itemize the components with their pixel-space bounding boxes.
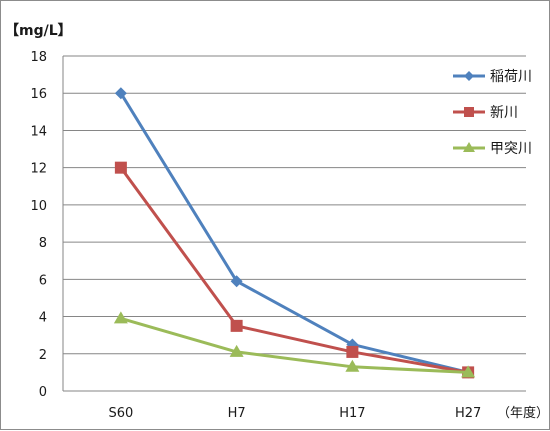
- axes: [62, 56, 526, 392]
- y-tick-label: 2: [39, 348, 47, 363]
- y-tick-label: 16: [30, 87, 47, 102]
- data-point: [114, 87, 127, 100]
- legend-marker: [464, 107, 474, 117]
- legend-marker: [464, 71, 474, 81]
- data-point: [113, 311, 128, 324]
- x-unit-label: （年度）: [497, 405, 549, 421]
- series-line: [120, 316, 469, 374]
- legend-label: 甲突川: [490, 141, 532, 157]
- y-tick-label: 4: [39, 311, 47, 326]
- x-tick-label: H27: [455, 406, 481, 421]
- series-line: [119, 92, 469, 374]
- y-tick-label: 14: [30, 124, 47, 139]
- y-tick-label: 6: [39, 273, 47, 288]
- data-point: [346, 345, 359, 358]
- x-tick-label: H17: [339, 406, 365, 421]
- y-tick-label: 18: [30, 50, 47, 65]
- y-unit-label: 【mg/L】: [5, 23, 72, 39]
- data-point: [230, 275, 243, 288]
- y-tick-label: 10: [30, 199, 47, 214]
- y-tick-label: 0: [39, 385, 47, 400]
- y-tick-labels: 0 2 4 6 8 10 12 14 16 18: [30, 50, 47, 400]
- data-point: [229, 344, 244, 357]
- x-tick-label: S60: [108, 406, 133, 421]
- data-point: [461, 365, 476, 378]
- gridlines: [63, 55, 526, 355]
- legend-marker: [463, 142, 475, 152]
- data-point: [345, 359, 360, 372]
- data-point: [114, 161, 127, 174]
- legend-label: 新川: [490, 105, 518, 121]
- y-tick-label: 12: [30, 162, 47, 177]
- legend-label: 稲荷川: [490, 69, 532, 85]
- data-point: [230, 319, 243, 332]
- series-lines: [113, 87, 476, 379]
- x-tick-label: H7: [228, 406, 246, 421]
- series-line: [119, 166, 469, 374]
- y-tick-label: 8: [39, 236, 47, 251]
- x-tick-labels: S60 H7 H17 H27: [108, 406, 481, 421]
